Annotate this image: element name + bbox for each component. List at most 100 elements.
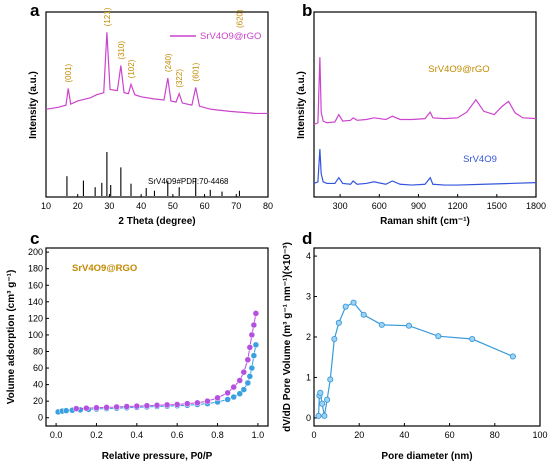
- panel-c-adsorption-point: [252, 341, 260, 349]
- panel-a-xtick-label: 80: [263, 201, 273, 211]
- panel-b-xtick-label: 600: [372, 201, 387, 211]
- panel-d-point: [378, 321, 385, 328]
- panel-c-adsorption-point: [236, 390, 243, 397]
- panel-c-ylabel: Volume adsorption (cm³ g⁻¹): [6, 270, 17, 405]
- panel-c-ytick-label: 140: [28, 297, 43, 307]
- panel-c-xtick-label: 0.0: [50, 430, 63, 440]
- panel-d-frame: [313, 247, 541, 427]
- panel-b-series-pure: [313, 148, 537, 186]
- panel-a-peak-label: (620): [235, 9, 244, 28]
- panel-d-ytick-label: 3: [306, 292, 311, 302]
- panel-a-xtick-label: 60: [200, 201, 210, 211]
- panel-b-xtick-label: 1500: [487, 201, 507, 211]
- panel-c-sample-label: SrV4O9@RGO: [72, 263, 137, 274]
- panel-c-desorption-point: [204, 397, 211, 405]
- panel-d-ytick-label: 2: [306, 332, 311, 342]
- panel-a-peak-label: (102): [127, 59, 136, 78]
- panel-c-desorption-point: [113, 403, 120, 411]
- panel-c-xtick-label: 1.0: [252, 430, 265, 440]
- panel-a-xtick-label: 20: [73, 201, 83, 211]
- panel-d-point: [405, 322, 412, 329]
- plot-layer: 10 20 30 40 50 60 70 80(001)(121)(310)(102) (240…: [28, 7, 548, 440]
- panel-d-xtick-label: 60: [445, 430, 455, 440]
- panel-d-point: [324, 396, 331, 403]
- panel-d-xtick-label: 100: [532, 430, 547, 440]
- panel-a-letter: a: [30, 1, 40, 20]
- panel-c-desorption-point: [248, 331, 256, 339]
- panel-d-xtick-label: 40: [399, 430, 409, 440]
- panel-a-frame: [45, 11, 269, 198]
- panel-c-desorption-point: [246, 344, 254, 351]
- panel-a-xlabel: 2 Theta (degree): [118, 216, 195, 227]
- panel-c-ytick-label: 180: [28, 264, 43, 274]
- panel-a-peak-label: (322): [175, 69, 184, 88]
- panel-b-xlabel: Raman shift (cm⁻¹): [380, 216, 470, 227]
- panel-b-xtick-label: 900: [411, 201, 426, 211]
- panel-b-xtick-label: 1800: [526, 201, 546, 211]
- panel-a-peak-label: (310): [117, 41, 126, 60]
- panel-a-xtick-label: 10: [41, 201, 51, 211]
- panel-c-xtick-label: 0.6: [171, 430, 184, 440]
- panel-d-point: [342, 303, 349, 310]
- panel-c-adsorption-point: [250, 352, 258, 359]
- panel-c-frame: [45, 247, 269, 427]
- panel-d-point: [319, 400, 326, 407]
- panel-a-reference-label: SrV4O9#PDF:70-4468: [148, 177, 229, 186]
- panel-c-ytick-label: 0: [38, 413, 43, 423]
- panel-c-adsorption-point: [62, 407, 70, 414]
- panel-c-desorption-point: [83, 404, 90, 412]
- panel-d-point: [350, 299, 357, 306]
- panel-c-desorption-point: [73, 405, 80, 412]
- panel-c-desorption-point: [244, 356, 252, 364]
- panel-c-desorption-point: [250, 321, 258, 329]
- panel-a-xtick-label: 30: [104, 201, 114, 211]
- panel-c-ytick-label: 200: [28, 247, 43, 257]
- panel-b-series-composite: [313, 57, 537, 125]
- panel-c-desorption-point: [153, 402, 161, 409]
- panel-b-ylabel: Intensity (a.u.): [296, 71, 307, 139]
- panel-c-xlabel: Relative pressure, P0/P: [102, 451, 213, 462]
- panel-a-peak-label: (001): [64, 63, 73, 82]
- panel-d-xtick-label: 80: [490, 430, 500, 440]
- panel-d-xtick-label: 20: [354, 430, 364, 440]
- panel-b-label-pure: SrV4O9: [463, 154, 497, 165]
- panel-c-xtick-label: 0.8: [211, 430, 224, 440]
- panel-a-ylabel: Intensity (a.u.): [28, 71, 39, 139]
- panel-d-point: [509, 353, 516, 360]
- panel-a-peak-label: (601): [192, 62, 201, 81]
- panel-c-ytick-label: 120: [28, 313, 43, 323]
- panel-c-desorption-point: [224, 389, 231, 397]
- panel-d-ytick-label: 0: [306, 413, 311, 423]
- panel-c-desorption-point: [143, 402, 151, 409]
- panel-d-ytick-label: 4: [306, 251, 311, 261]
- panel-b-xtick-label: 1200: [448, 201, 468, 211]
- panel-c-ytick-label: 20: [33, 396, 43, 406]
- panel-d-xtick-label: 0: [311, 430, 316, 440]
- panel-c-desorption-point: [163, 401, 171, 409]
- panel-c-ytick-label: 100: [28, 330, 43, 340]
- panel-c-desorption-point: [133, 402, 141, 410]
- panel-c-desorption-point: [103, 404, 110, 411]
- panel-c-desorption-point: [123, 403, 130, 410]
- panel-d-series-line: [317, 301, 514, 416]
- panel-a-series-line: [45, 32, 268, 115]
- panel-b-frame: [313, 11, 537, 198]
- panel-c-desorption-point: [236, 377, 243, 384]
- panel-a-xtick-label: 40: [136, 201, 146, 211]
- panel-a-xtick-label: 70: [231, 201, 241, 211]
- panel-a-peak-label: (121): [103, 7, 112, 26]
- panel-a-xtick-label: 50: [168, 201, 178, 211]
- panel-a-legend-label: SrV4O9@rGO: [200, 31, 261, 42]
- panel-b-letter: b: [302, 1, 312, 20]
- panel-d-point: [335, 319, 342, 326]
- panel-d-letter: d: [302, 229, 312, 248]
- panel-d-point: [360, 311, 367, 318]
- panel-c-adsorption-point: [248, 364, 256, 372]
- panel-d-xlabel: Pore diameter (nm): [381, 451, 472, 462]
- panel-c-ytick-label: 60: [33, 363, 43, 373]
- panel-d-point: [469, 335, 476, 343]
- panel-c-desorption-point: [93, 404, 100, 412]
- panel-c-desorption-point: [214, 394, 221, 402]
- panel-d-point: [435, 333, 442, 340]
- panel-d-point: [331, 335, 338, 343]
